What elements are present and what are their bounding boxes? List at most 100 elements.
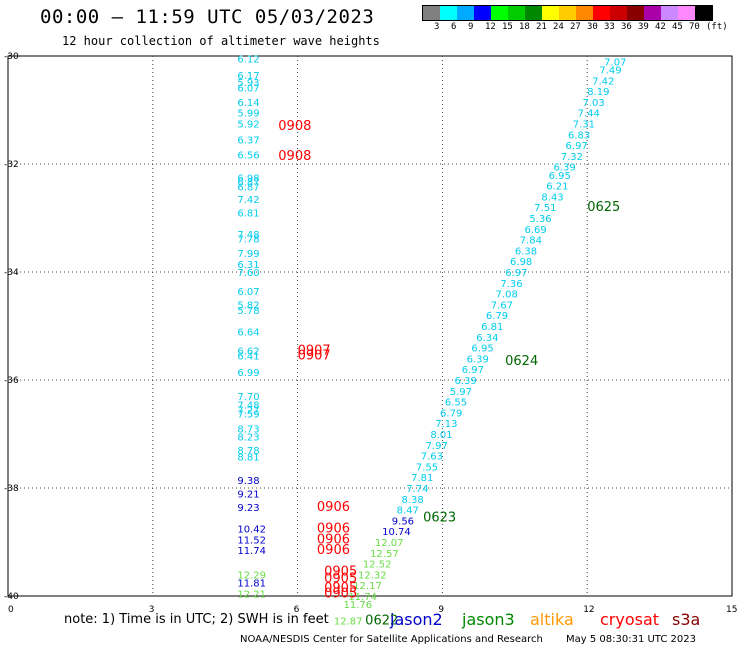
wave-height-value: 7.99 — [237, 249, 259, 260]
legend-swatch — [440, 6, 457, 20]
wave-height-value: 5.82 — [237, 300, 259, 311]
wave-height-value: 6.95 — [549, 171, 571, 182]
wave-height-value: 6.83 — [568, 130, 590, 141]
y-tick-label: -30 — [4, 52, 19, 62]
wave-height-value: 8.23 — [237, 433, 259, 444]
wave-height-value: 7.27 — [237, 406, 259, 417]
x-tick-label: 15 — [726, 605, 737, 615]
legend-label: 15 — [502, 22, 513, 32]
legend-swatch — [525, 6, 542, 20]
page-subtitle: 12 hour collection of altimeter wave hei… — [62, 34, 380, 48]
y-tick-label: -32 — [4, 160, 19, 170]
wave-height-value: 7.59 — [237, 409, 259, 420]
pass-time-label: 0906 — [317, 500, 350, 515]
pass-time-label: 0906 — [317, 522, 350, 537]
wave-height-value: 6.79 — [486, 311, 508, 322]
wave-height-value: 7.03 — [582, 98, 604, 109]
pass-time-label: 0905 — [324, 572, 357, 587]
wave-height-value: 6.64 — [237, 327, 259, 338]
wave-height-value: 7.31 — [573, 120, 595, 131]
legend-label: 30 — [587, 22, 598, 32]
wave-height-value: 12.21 — [237, 589, 266, 600]
legend-label: 18 — [519, 22, 530, 32]
wave-height-value: 7.48 — [237, 400, 259, 411]
wave-height-value: 6.34 — [476, 333, 498, 344]
wave-height-value: 6.99 — [237, 368, 259, 379]
legend-label: 9 — [468, 22, 474, 32]
wave-height-value: 12.32 — [358, 570, 387, 581]
wave-height-value: 8.01 — [430, 430, 452, 441]
wave-height-value: 7.07 — [604, 57, 626, 68]
legend-label: 24 — [553, 22, 564, 32]
pass-time-label: 0908 — [278, 119, 311, 134]
wave-height-value: 9.21 — [237, 489, 259, 500]
legend-swatch — [491, 6, 508, 20]
satellite-name-jason3: jason3 — [462, 610, 515, 629]
wave-height-value: 7.84 — [520, 236, 542, 247]
wave-height-value: 7.97 — [426, 441, 448, 452]
legend-label: 3 — [434, 22, 440, 32]
pass-time-label: 0624 — [505, 354, 538, 369]
wave-height-value: 12.29 — [237, 570, 266, 581]
wave-height-value: 12.07 — [375, 538, 404, 549]
pass-time-label: 0625 — [587, 200, 620, 215]
color-legend: 3 6 9 12 15 18 21 24 27 30 33 36 39 42 45 70 (ft) — [422, 5, 728, 33]
legend-swatch — [457, 6, 474, 20]
pass-time-label: 0907 — [298, 349, 331, 364]
legend-label: 33 — [604, 22, 615, 32]
pass-time-label: 0905 — [324, 586, 357, 601]
wave-height-value: 6.37 — [237, 136, 259, 147]
legend-label: 36 — [621, 22, 632, 32]
wave-height-value: 8.47 — [397, 506, 419, 517]
satellite-name-s3a: s3a — [672, 610, 701, 629]
wave-height-value: 6.97 — [505, 268, 527, 279]
pass-time-label: 0623 — [423, 511, 456, 526]
wave-height-value: 9.23 — [237, 503, 259, 514]
wave-height-value: 6.55 — [445, 398, 467, 409]
wave-height-value: 6.14 — [237, 98, 259, 109]
legend-label: (ft) — [706, 22, 728, 32]
wave-height-value: 7.60 — [237, 268, 259, 279]
wave-height-value: 12.87 — [334, 616, 363, 627]
x-tick-label: 9 — [438, 605, 444, 615]
legend-color-scale — [422, 5, 713, 21]
legend-swatch — [678, 6, 695, 20]
wave-height-value: 6.87 — [237, 177, 259, 188]
legend-swatch — [593, 6, 610, 20]
legend-labels: 3 6 9 12 15 18 21 24 27 30 33 36 39 42 45 70 (ft) — [422, 21, 728, 33]
wave-height-value: 11.74 — [237, 546, 266, 557]
wave-height-value: 6.97 — [566, 141, 588, 152]
legend-label: 27 — [570, 22, 581, 32]
legend-swatch — [542, 6, 559, 20]
wave-height-value: 5.93 — [237, 78, 259, 89]
legend-swatch — [627, 6, 644, 20]
wave-height-value: 6.98 — [510, 257, 532, 268]
satellite-name-altika: altika — [530, 610, 574, 629]
wave-height-value: 6.38 — [515, 246, 537, 257]
legend-label: 21 — [536, 22, 547, 32]
page-title: 00:00 — 11:59 UTC 05/03/2023 — [40, 6, 375, 28]
wave-height-value: 5.92 — [237, 120, 259, 131]
pass-time-label: 0905 — [324, 581, 357, 596]
legend-swatch — [576, 6, 593, 20]
wave-height-value: 5.97 — [450, 387, 472, 398]
wave-height-value: 7.13 — [435, 419, 457, 430]
wave-height-value: 7.49 — [599, 66, 621, 77]
plot-frame — [7, 55, 733, 597]
wave-height-value: 7.67 — [491, 300, 513, 311]
wave-height-value: 5.36 — [529, 214, 551, 225]
wave-height-value: 6.39 — [467, 354, 489, 365]
wave-height-value: 6.56 — [237, 150, 259, 161]
wave-height-value: 6.81 — [237, 209, 259, 220]
wave-height-value: 8.73 — [237, 425, 259, 436]
y-tick-label: -40 — [4, 592, 19, 602]
wave-height-value: 7.51 — [534, 203, 556, 214]
wave-height-value: 9.38 — [237, 476, 259, 487]
wave-height-value: 6.39 — [553, 163, 575, 174]
pass-time-label: 0906 — [317, 532, 350, 547]
wave-height-value: 8.19 — [587, 87, 609, 98]
footer-note: note: 1) Time is in UTC; 2) SWH is in fe… — [64, 612, 329, 627]
wave-height-value: 7.70 — [237, 392, 259, 403]
wave-height-value: 5.99 — [237, 109, 259, 120]
wave-height-value: 8.81 — [237, 453, 259, 464]
